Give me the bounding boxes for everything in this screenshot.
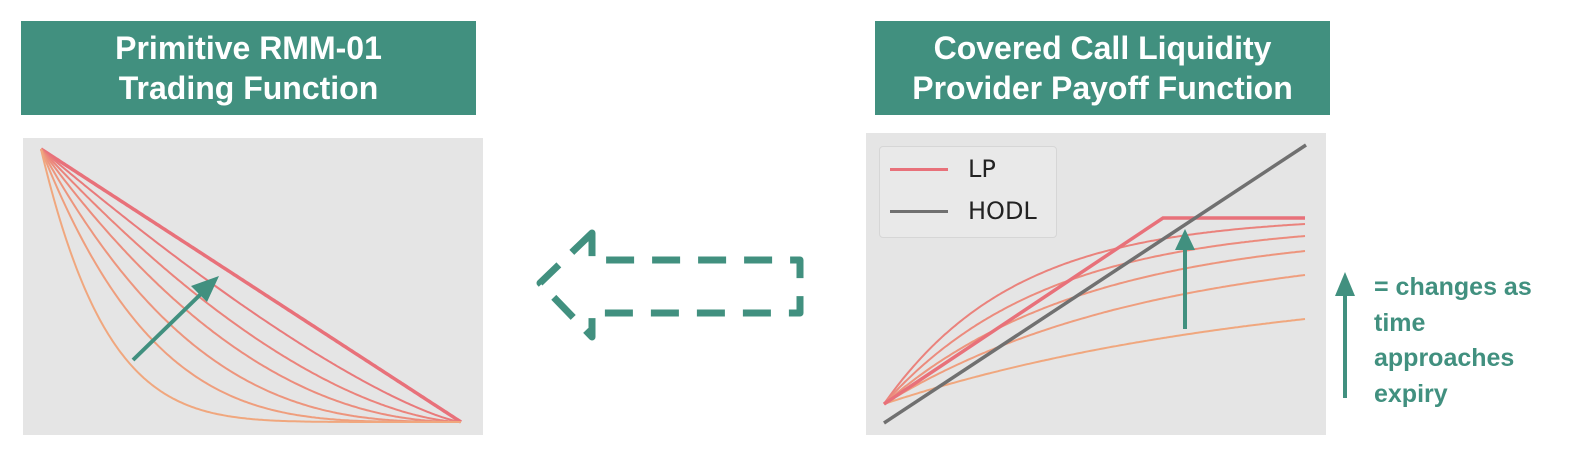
trading-arrow-shaft	[131, 288, 207, 362]
left-title-line-1: Primitive RMM-01	[115, 30, 382, 66]
annotation-line-2: time	[1374, 308, 1426, 337]
right-title-line-1: Covered Call Liquidity	[933, 30, 1272, 66]
legend-item-hodl: HODL	[890, 196, 1037, 226]
lp-time-curve-2	[883, 235, 1306, 405]
trading-curve-3	[40, 148, 461, 423]
annotation-up-arrow	[1335, 272, 1355, 398]
hodl-line	[883, 143, 1307, 425]
trading-function-svg	[40, 147, 462, 424]
annotation-line-3: approaches	[1374, 344, 1515, 372]
trading-function-curves	[40, 147, 462, 424]
trading-curve-1	[40, 147, 462, 424]
annotation-line-4: expiry	[1374, 379, 1448, 408]
trading-curve-4	[40, 148, 461, 423]
lp-time-curves	[883, 223, 1306, 405]
trading-curve-7	[40, 148, 461, 423]
annotation-arrow-head	[1335, 272, 1355, 296]
right-title-line-2: Provider Payoff Function	[912, 70, 1293, 106]
left-panel-title: Primitive RMM-01 Trading Function	[21, 21, 476, 115]
payoff-function-plot: LP HODL	[866, 133, 1326, 435]
lp-time-curve-1	[883, 223, 1306, 405]
left-title-line-2: Trading Function	[118, 70, 379, 106]
lp-payoff-line	[883, 216, 1305, 406]
legend-label-lp: LP	[968, 155, 996, 183]
lp-time-curve-4	[883, 274, 1306, 405]
trading-curve-5	[40, 148, 461, 423]
legend-item-lp: LP	[890, 154, 996, 184]
right-panel-title: Covered Call Liquidity Provider Payoff F…	[875, 21, 1330, 115]
legend-swatch-hodl	[890, 209, 948, 213]
trading-curve-2	[40, 148, 462, 423]
dashed-arrow-outline	[536, 229, 804, 341]
chart-legend: LP HODL	[879, 146, 1057, 238]
annotation-line-1: = changes as	[1374, 273, 1532, 301]
trading-function-plot	[23, 138, 483, 435]
payoff-function-svg	[883, 143, 1307, 425]
legend-swatch-lp	[890, 167, 948, 171]
legend-label-hodl: HODL	[968, 197, 1037, 225]
time-annotation: = changes as time approaches expiry	[1374, 270, 1574, 412]
payoff-arrow-head	[1175, 229, 1195, 250]
lp-time-curve-3	[883, 250, 1306, 405]
trading-arrow-head	[191, 276, 219, 302]
dashed-left-arrow	[536, 229, 804, 341]
lp-time-curve-5	[883, 318, 1306, 405]
